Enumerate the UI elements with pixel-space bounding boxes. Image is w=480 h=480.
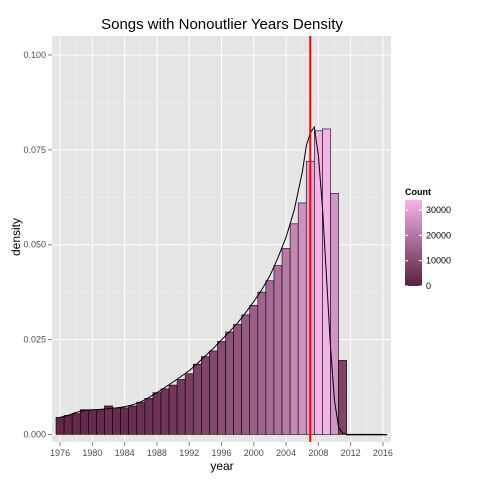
histogram-bar [176,379,186,435]
histogram-bar [249,305,259,435]
histogram-bar [136,401,146,435]
histogram-bar [168,384,178,435]
histogram-bar [128,405,138,435]
x-axis-ticks: 1976 1980 1984 1988 1992 1996 2000 2004 2008 2012… [50,442,393,458]
y-axis-title: density [9,218,23,256]
histogram-bar [289,223,299,435]
x-tick-label: 1996 [211,448,231,458]
histogram-bar [314,130,323,435]
y-tick-label: 0.050 [23,240,46,250]
histogram-bar [217,341,226,435]
x-axis-title: year [210,459,233,473]
histogram-bar [55,417,65,435]
legend-colorbar [405,200,422,286]
legend-breaks: 0 10000 20000 30000 [405,205,451,291]
y-axis-ticks: 0.000 0.025 0.050 0.075 0.100 [23,50,52,439]
legend-break-label: 30000 [426,205,451,215]
histogram-bar [201,356,210,435]
histogram-bar [265,280,275,435]
x-tick-label: 2008 [308,448,328,458]
histogram-bar [330,193,339,435]
histogram-bar [184,373,194,435]
histogram-bar [338,360,347,435]
histogram-bar [209,350,218,435]
x-tick-label: 2012 [341,448,361,458]
x-tick-label: 1984 [115,448,135,458]
histogram-bar [144,398,154,435]
legend-break-label: 20000 [426,230,451,240]
histogram-bar [192,363,202,435]
density-curve [59,125,383,435]
x-tick-label: 1992 [179,448,199,458]
histogram-bar [225,331,234,435]
legend-break-label: 10000 [426,256,451,266]
histogram-bar [152,392,162,435]
chart-title: Songs with Nonoutlier Years Density [101,16,343,33]
histogram-bar [112,407,121,435]
histogram-bar [63,415,73,435]
x-tick-label: 1980 [82,448,102,458]
legend: Count 0 10000 20000 30000 [405,187,451,291]
histogram-bar [104,405,113,435]
x-tick-label: 1976 [50,448,70,458]
x-tick-label: 1988 [147,448,167,458]
x-tick-label: 2016 [373,448,393,458]
histogram-bar [257,291,267,435]
histogram-bar [160,388,170,435]
y-tick-label: 0.000 [23,429,46,439]
x-tick-label: 2000 [244,448,264,458]
histogram-bar [96,409,105,435]
histogram-bar [120,407,129,435]
legend-break-label: 0 [426,281,431,291]
histogram-bar [273,265,283,435]
histogram-bar [88,409,97,435]
histogram-bar [71,413,81,435]
histogram-bar [79,409,89,435]
histogram-bar [281,248,291,435]
histogram-bar [297,202,307,435]
histogram-bar [241,314,251,435]
histogram-bar [233,324,242,435]
legend-title: Count [405,187,431,197]
y-tick-label: 0.100 [23,50,46,60]
y-tick-label: 0.075 [23,145,46,155]
x-tick-label: 2004 [276,448,296,458]
y-tick-label: 0.025 [23,335,46,345]
